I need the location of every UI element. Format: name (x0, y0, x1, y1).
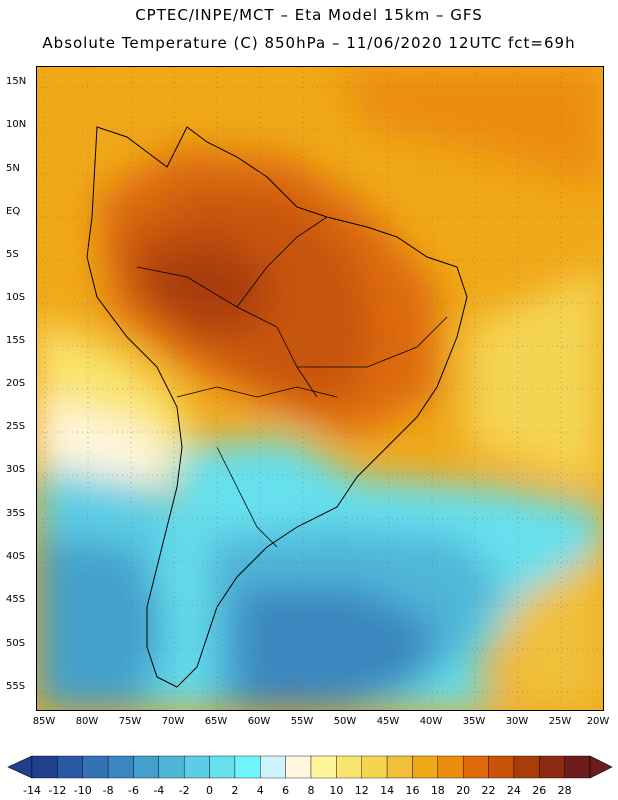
colorbar-cell (462, 755, 489, 779)
lon-label-80w: 80W (75, 716, 99, 727)
lat-label-40s: 40S (6, 551, 26, 562)
lat-label-50s: 50S (6, 638, 26, 649)
colorbar-label: 12 (354, 784, 369, 797)
lon-label-60w: 60W (247, 716, 271, 727)
colorbar-cells (7, 755, 613, 779)
colorbar-cell (412, 755, 439, 779)
lat-label-eq: EQ (6, 206, 21, 217)
colorbar-cell (513, 755, 540, 779)
colorbar-label: -2 (178, 784, 190, 797)
lon-label-25w: 25W (548, 716, 572, 727)
lon-label-45w: 45W (376, 716, 400, 727)
colorbar-arrow-left (7, 755, 33, 779)
border-a (136, 266, 318, 398)
lon-label-85w: 85W (32, 716, 56, 727)
lat-label-35s: 35S (6, 508, 26, 519)
field-south-deep (237, 587, 437, 710)
lat-label-15n: 15N (6, 76, 27, 87)
colorbar-label: 8 (307, 784, 315, 797)
colorbar (7, 755, 613, 779)
colorbar-cell (209, 755, 236, 779)
lon-label-30w: 30W (505, 716, 529, 727)
colorbar-cell (386, 755, 413, 779)
colorbar-cell (183, 755, 210, 779)
colorbar-label: 22 (481, 784, 496, 797)
lat-label-25s: 25S (6, 421, 26, 432)
colorbar-label: 2 (231, 784, 239, 797)
lon-label-20w: 20W (586, 716, 610, 727)
colorbar-label: -6 (127, 784, 139, 797)
lon-label-75w: 75W (118, 716, 142, 727)
field-se-warm (507, 547, 603, 710)
colorbar-cell (336, 755, 362, 779)
border-c (236, 216, 328, 308)
chart-title-line2: Absolute Temperature (C) 850hPa – 11/06/… (42, 34, 576, 52)
border-e (216, 446, 278, 548)
colorbar-cell (158, 755, 185, 779)
lon-label-55w: 55W (290, 716, 314, 727)
colorbar-cell (107, 755, 134, 779)
lon-label-40w: 40W (419, 716, 443, 727)
lat-label-20s: 20S (6, 378, 26, 389)
lon-label-50w: 50W (333, 716, 357, 727)
lat-label-55s: 55S (6, 681, 26, 692)
colorbar-label: -4 (153, 784, 165, 797)
lat-label-30s: 30S (6, 464, 26, 475)
colorbar-label: 6 (282, 784, 290, 797)
colorbar-cell (57, 755, 83, 779)
colorbar-cell (260, 755, 286, 779)
field-north-18 (337, 67, 603, 187)
temperature-map (36, 66, 604, 711)
temperature-map-svg (37, 67, 603, 710)
graticule (37, 67, 603, 710)
colorbar-cell (31, 755, 58, 779)
colorbar-cell (564, 755, 591, 779)
colorbar-cell (539, 755, 565, 779)
colorbar-arrow-right (589, 755, 613, 779)
colorbar-cell (133, 755, 160, 779)
colorbar-label: 18 (430, 784, 445, 797)
field-atlantic-14 (467, 267, 603, 487)
lon-label-65w: 65W (204, 716, 228, 727)
colorbar-label: -8 (102, 784, 114, 797)
colorbar-label: 14 (380, 784, 395, 797)
colorbar-cell (361, 755, 388, 779)
lat-label-5s: 5S (6, 249, 19, 260)
lat-label-10n: 10N (6, 119, 27, 130)
colorbar-cell (437, 755, 464, 779)
chart-title-line1: CPTEC/INPE/MCT – Eta Model 15km – GFS (135, 6, 483, 24)
colorbar-label: 16 (405, 784, 420, 797)
colorbar-cell (310, 755, 337, 779)
lon-label-70w: 70W (161, 716, 185, 727)
colorbar-label: -10 (73, 784, 92, 797)
colorbar-label: 0 (206, 784, 214, 797)
colorbar-label: 4 (256, 784, 264, 797)
colorbar-label: 10 (329, 784, 344, 797)
colorbar-cell (82, 755, 109, 779)
border-b (176, 386, 338, 398)
colorbar-cell (234, 755, 261, 779)
lat-label-45s: 45S (6, 594, 26, 605)
field-sw-colder (37, 537, 167, 710)
colorbar-label: 28 (557, 784, 572, 797)
lat-label-10s: 10S (6, 292, 26, 303)
colorbar-label: 20 (456, 784, 471, 797)
colorbar-label: 24 (506, 784, 521, 797)
south-america-outline (86, 126, 468, 688)
field-amazon-24 (137, 237, 267, 337)
colorbar-label: -12 (48, 784, 67, 797)
colorbar-cell (488, 755, 515, 779)
colorbar-label: -14 (23, 784, 41, 797)
colorbar-label: 26 (532, 784, 547, 797)
lat-label-15s: 15S (6, 335, 26, 346)
colorbar-cell (285, 755, 312, 779)
lon-label-35w: 35W (462, 716, 486, 727)
lat-label-5n: 5N (6, 163, 20, 174)
